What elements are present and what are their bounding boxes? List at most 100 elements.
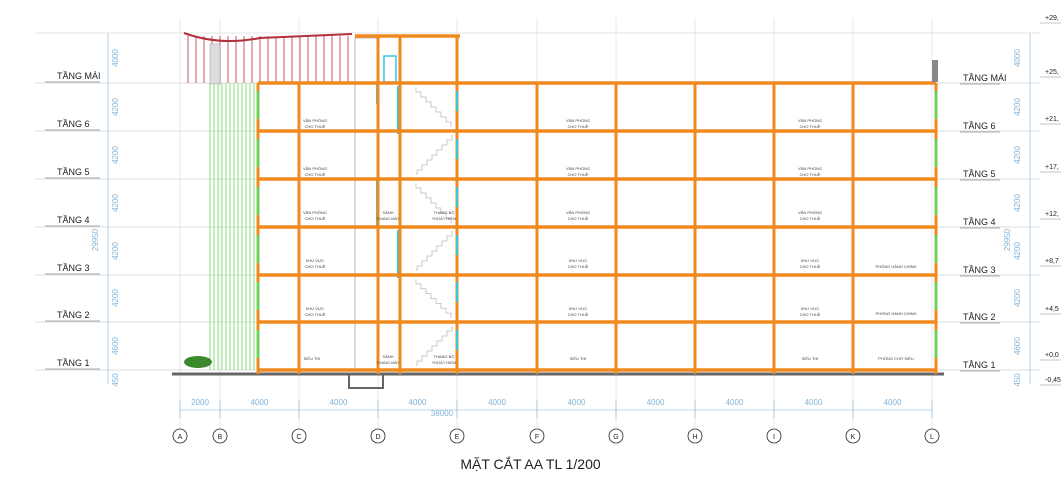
axis-bubble	[766, 428, 782, 444]
elevation-label: -0,45	[1045, 377, 1061, 384]
axis-label: I	[773, 434, 775, 441]
axis-label: G	[613, 434, 618, 441]
storey-height-left: 4600	[111, 337, 120, 355]
axis-label: D	[375, 434, 380, 441]
total-height-left: 29950	[91, 228, 100, 251]
storey-height-right: 4200	[1013, 146, 1022, 164]
room-label-zone: CHO THUÊ	[800, 264, 821, 269]
room-label-office: VĂN PHÒNG	[566, 210, 590, 215]
parapet	[932, 60, 938, 82]
total-height-right: 29950	[1003, 228, 1012, 251]
elevator-shaft	[354, 37, 378, 371]
roof-cladding	[209, 43, 221, 85]
axis-label: F	[535, 434, 539, 441]
floor-label-right: TẦNG 5	[963, 169, 996, 179]
elevation-label: +0,0	[1045, 352, 1059, 359]
room-label-office: VĂN PHÒNG	[303, 166, 327, 171]
floor-label-left: TẦNG 1	[57, 358, 90, 368]
floor-label-right: TẦNG 1	[963, 360, 996, 370]
storey-height-right: 4200	[1013, 289, 1022, 307]
floor-label-right: TẦNG 4	[963, 217, 996, 227]
storey-height-right: 4200	[1013, 242, 1022, 260]
elevator-cab	[383, 55, 397, 83]
room-label-office: VĂN PHÒNG	[798, 210, 822, 215]
room-label-office: CHO THUÊ	[568, 216, 589, 221]
floor-label-right: TẦNG MÁI	[963, 73, 1007, 83]
room-label-office: VĂN PHÒNG	[798, 118, 822, 123]
floor-label-left: TẦNG 5	[57, 167, 90, 177]
axis-label: B	[218, 434, 223, 441]
elevation-label: +17,	[1045, 164, 1059, 171]
room-label-zone: KHU VỰC	[801, 306, 820, 311]
floor-label-right: TẦNG 2	[963, 312, 996, 322]
span-dimension: 4000	[251, 398, 269, 407]
storey-height-left: 4000	[111, 49, 120, 67]
stair-flight	[416, 231, 453, 271]
span-dimension: 4000	[805, 398, 823, 407]
room-label-lobby: SIÊU THỊ	[304, 356, 321, 361]
span-dimension: 4000	[330, 398, 348, 407]
axis-bubble	[529, 428, 545, 444]
floor-label-right: TẦNG 6	[963, 121, 996, 131]
room-label-zone: KHU VỰC	[569, 306, 588, 311]
roof-canopy	[187, 36, 349, 83]
floor-label-left: TẦNG 2	[57, 310, 90, 320]
room-label-lobby: SIÊU THỊ	[570, 356, 587, 361]
floor-label-left: TẦNG 4	[57, 215, 90, 225]
storey-height-left: 450	[111, 373, 120, 387]
room-label-zone: KHU VỰC	[306, 306, 325, 311]
room-label-office: CHO THUÊ	[800, 124, 821, 129]
stair-flight	[415, 183, 452, 223]
storey-height-right: 4200	[1013, 98, 1022, 116]
room-label-zone: CHO THUÊ	[305, 312, 326, 317]
storey-height-left: 4200	[111, 98, 120, 116]
storey-height-right: 4600	[1013, 337, 1022, 355]
room-label-zone: CHO THUÊ	[568, 312, 589, 317]
room-label-office: VĂN PHÒNG	[566, 166, 590, 171]
shrub	[184, 356, 212, 368]
axis-bubble	[608, 428, 624, 444]
room-label-hall: SẢNH	[382, 354, 393, 359]
floor-label-left: TẦNG 6	[57, 119, 90, 129]
room-label-stair: THANG BỘ	[434, 354, 455, 359]
span-dimension: 4000	[488, 398, 506, 407]
axis-bubble	[687, 428, 703, 444]
storey-height-left: 4200	[111, 146, 120, 164]
stair-flight	[416, 135, 453, 175]
room-label-zone: KHU VỰC	[569, 258, 588, 263]
room-label-zone: KHU VỰC	[306, 258, 325, 263]
room-label-office: VĂN PHÒNG	[798, 166, 822, 171]
floor-label-right: TẦNG 3	[963, 265, 996, 275]
room-label-office: CHO THUÊ	[568, 172, 589, 177]
stair-flight	[415, 279, 452, 318]
span-dimension: 4000	[647, 398, 665, 407]
room-label-office: CHO THUÊ	[305, 124, 326, 129]
drawing-title: MẶT CẮT AA TL 1/200	[460, 456, 601, 472]
room-label-hall: SẢNH	[382, 210, 393, 215]
span-dimension: 2000	[191, 398, 209, 407]
storey-height-right: 450	[1013, 373, 1022, 387]
storey-height-left: 4200	[111, 194, 120, 212]
room-label-office: CHO THUÊ	[800, 172, 821, 177]
room-label-waiting: PHÒNG CHỜ SIÊU	[878, 356, 914, 361]
stair-flight	[415, 87, 452, 127]
pit	[348, 373, 384, 389]
room-label-office: CHO THUÊ	[305, 216, 326, 221]
stair-flight	[416, 326, 453, 366]
storey-height-right: 4000	[1013, 49, 1022, 67]
axis-bubble	[449, 428, 465, 444]
axis-bubble	[172, 428, 188, 444]
room-label-office: CHO THUÊ	[305, 172, 326, 177]
room-label-office: VĂN PHÒNG	[303, 210, 327, 215]
room-label-lobby: SIÊU THỊ	[802, 356, 819, 361]
room-label-zone: CHO THUÊ	[800, 312, 821, 317]
storey-height-left: 4200	[111, 242, 120, 260]
axis-label: L	[930, 434, 934, 441]
elevation-label: +25,	[1045, 69, 1059, 76]
elevation-label: +8,7	[1045, 258, 1059, 265]
room-label-admin: PHÒNG HÀNH CHÍNH	[876, 311, 917, 316]
axis-bubble	[924, 428, 940, 444]
room-label-hall: THANG MÁY	[376, 360, 400, 365]
axis-label: H	[692, 434, 697, 441]
room-label-office: VĂN PHÒNG	[566, 118, 590, 123]
